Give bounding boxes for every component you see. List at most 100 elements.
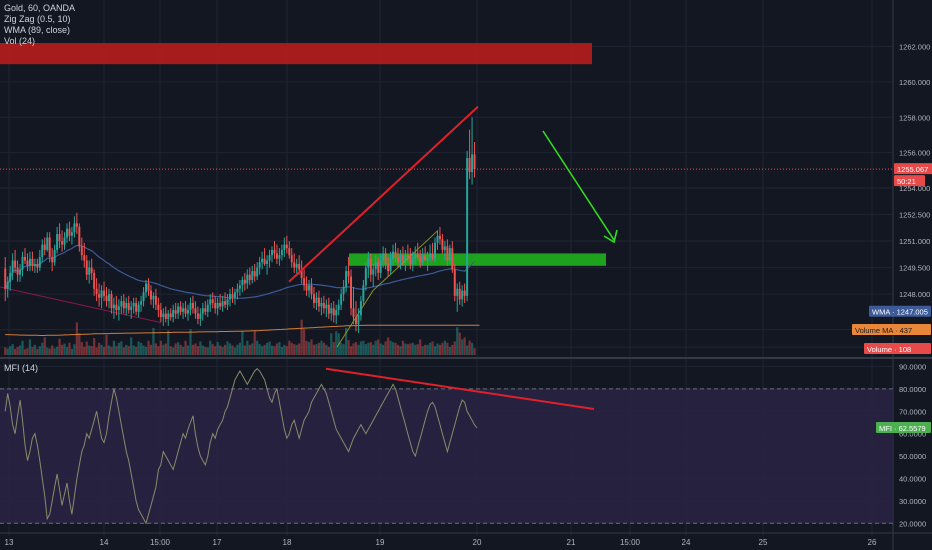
candle-body <box>409 256 412 265</box>
volume-bar <box>31 346 34 355</box>
candle-body <box>14 260 17 268</box>
volume-bar <box>21 340 24 355</box>
volume-bar <box>233 347 237 355</box>
volume-bar <box>246 340 249 355</box>
volume-bar <box>354 342 358 355</box>
volume-bars <box>4 319 480 355</box>
volume-bar <box>28 339 32 355</box>
candle-body <box>261 258 264 263</box>
volume-bar <box>396 344 400 355</box>
candle-body <box>107 294 110 302</box>
volume-bar <box>357 344 360 355</box>
volume-bar <box>172 347 175 355</box>
candle-body <box>392 251 395 259</box>
candle-body <box>424 255 427 261</box>
legend-vol[interactable]: Vol (24) <box>4 36 36 46</box>
volume-bar <box>330 333 333 355</box>
volume-bar <box>310 339 313 355</box>
candle-body <box>387 264 390 272</box>
candle-body <box>300 269 303 279</box>
volume-bar <box>100 344 103 355</box>
candle-body <box>466 157 469 296</box>
volume-bar <box>48 348 51 355</box>
volume-bar <box>90 346 93 355</box>
mfi-pane-title[interactable]: MFI (14) <box>4 363 39 373</box>
candle-body <box>26 260 29 266</box>
candle-body <box>278 255 281 259</box>
candle-body <box>251 271 254 280</box>
volume-bar <box>9 346 12 355</box>
candle-body <box>209 299 212 305</box>
candle-body <box>164 313 167 319</box>
candle-body <box>233 292 236 298</box>
volume-bar <box>120 341 123 355</box>
volume-bar <box>342 344 345 355</box>
candle-body <box>434 242 437 259</box>
countdown-badge: 50:21 <box>897 177 916 186</box>
volume-bar <box>369 342 372 355</box>
volume-badge: Volume · 108 <box>867 345 911 354</box>
candle-body <box>471 154 474 173</box>
candle-body <box>238 285 241 289</box>
candle-body <box>159 310 162 318</box>
time-tick-label: 14 <box>100 538 109 547</box>
candle-body <box>468 157 471 173</box>
volume-bar <box>58 338 61 355</box>
mfi-line <box>4 368 478 525</box>
candle-body <box>162 313 165 318</box>
volume-bar <box>468 340 471 355</box>
candle-body <box>322 302 325 309</box>
volume-bar <box>135 346 138 355</box>
legend-zigzag[interactable]: Zig Zag (0.5, 10) <box>4 14 71 24</box>
volume-bar <box>51 345 54 355</box>
volume-bar <box>466 345 469 355</box>
candle-body <box>58 233 61 242</box>
candle-body <box>174 310 177 314</box>
candle-body <box>463 290 466 296</box>
volume-bar <box>78 333 81 355</box>
candle-body <box>56 233 59 250</box>
volume-bar <box>117 342 120 355</box>
candle-body <box>142 292 145 302</box>
volume-bar <box>374 340 377 355</box>
volume-bar <box>391 342 395 355</box>
candle-body <box>221 301 224 307</box>
drawings[interactable] <box>288 105 618 411</box>
candle-body <box>320 302 323 307</box>
candle-body <box>229 294 231 300</box>
legend-symbol[interactable]: Gold, 60, OANDA <box>4 3 76 13</box>
candle-body <box>112 304 115 309</box>
candle-body <box>16 267 19 275</box>
candle-body <box>315 297 318 303</box>
candle-body <box>11 260 14 273</box>
volume-bar <box>60 344 64 355</box>
volume-bar <box>302 329 306 355</box>
price-tick-label: 1254.000 <box>899 184 930 193</box>
candle-body <box>88 267 91 275</box>
volume-bar <box>73 344 76 355</box>
price-tick-label: 1249.500 <box>899 264 930 273</box>
resistance-zone <box>0 42 592 65</box>
candle-body <box>364 267 367 286</box>
volume-bar <box>335 331 338 355</box>
wma-badge: WMA · 1247.005 <box>872 308 928 317</box>
volume-bar <box>443 340 447 355</box>
candle-body <box>98 294 101 298</box>
volume-bar <box>414 344 417 355</box>
volume-bar <box>248 344 251 355</box>
volume-bar <box>139 342 143 355</box>
support-zone <box>349 253 606 266</box>
volume-bar <box>127 346 130 355</box>
candle-body <box>43 244 46 250</box>
candle-body <box>38 256 41 268</box>
price-trendline <box>288 105 479 283</box>
volume-bar <box>241 331 244 355</box>
legend-wma[interactable]: WMA (89, close) <box>4 25 71 35</box>
candle-body <box>117 306 120 311</box>
volume-bar <box>300 319 303 355</box>
candle-body <box>438 235 441 240</box>
mfi-badge-bg <box>876 421 931 433</box>
candlesticks[interactable] <box>4 117 476 334</box>
volume-bar <box>125 344 128 355</box>
